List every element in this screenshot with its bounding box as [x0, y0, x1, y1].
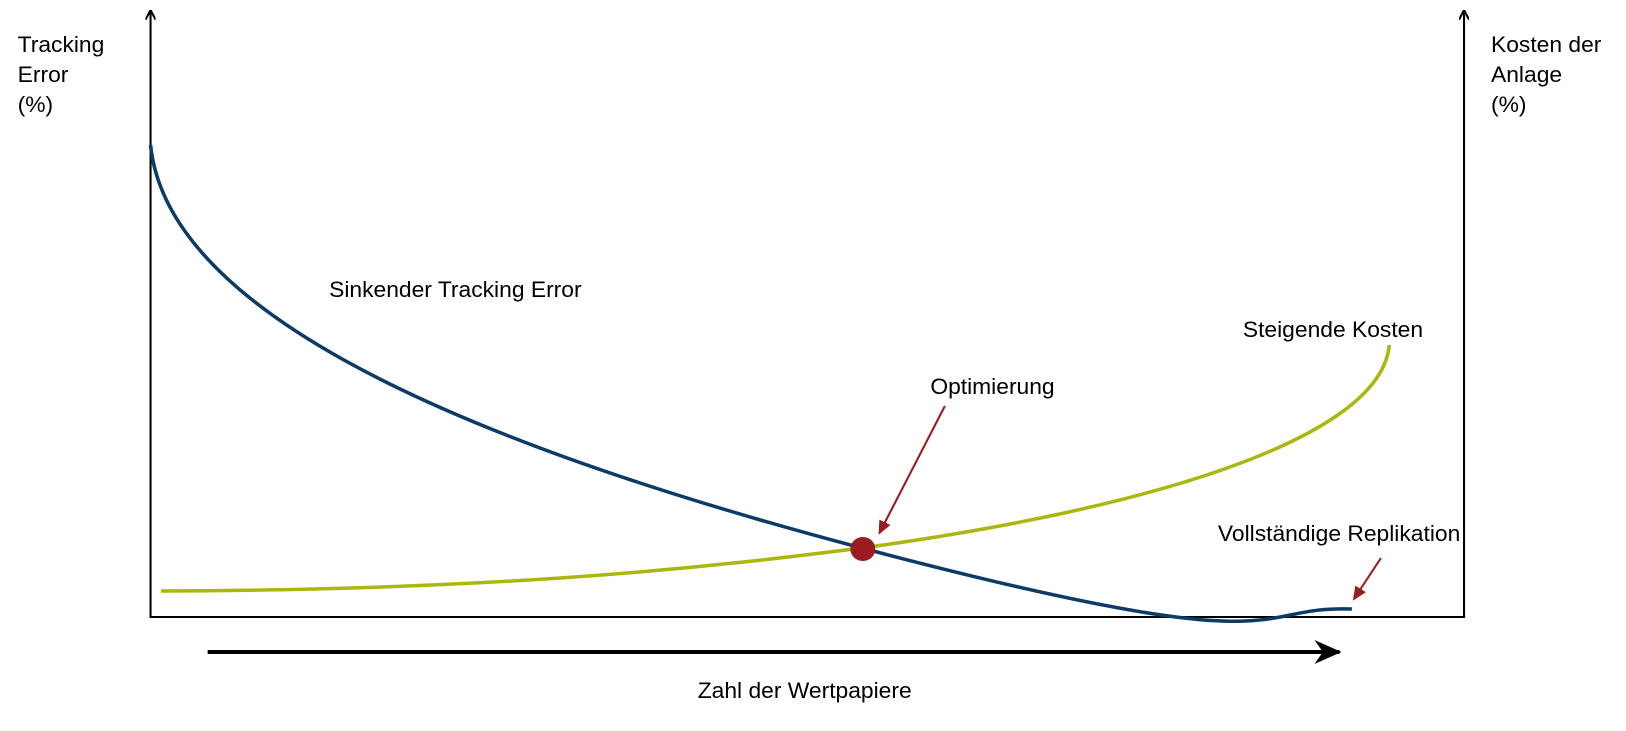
right-axis-label: Kosten der	[1491, 32, 1602, 57]
annotation: Vollständige Replikation	[1218, 521, 1460, 546]
curve-label: Steigende Kosten	[1243, 317, 1423, 342]
left-axis-label: (%)	[18, 92, 54, 117]
left-axis-label: Error	[18, 62, 69, 87]
cost-curve	[160, 344, 1392, 593]
annotation: Optimierung	[930, 374, 1054, 399]
replication-arrow	[1352, 557, 1382, 601]
left-axis-label: Tracking	[18, 32, 105, 57]
optimum-arrow	[878, 405, 946, 535]
right-axis-label: Anlage	[1491, 62, 1562, 87]
x-axis-label: Zahl der Wertpapiere	[698, 678, 912, 703]
curve-label: Sinkender Tracking Error	[329, 277, 582, 302]
tracking-error-curve	[148, 144, 1352, 623]
optimum-point	[850, 537, 876, 561]
right-axis-label: (%)	[1491, 92, 1527, 117]
